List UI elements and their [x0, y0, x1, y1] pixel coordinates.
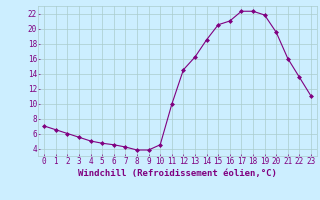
X-axis label: Windchill (Refroidissement éolien,°C): Windchill (Refroidissement éolien,°C) — [78, 169, 277, 178]
